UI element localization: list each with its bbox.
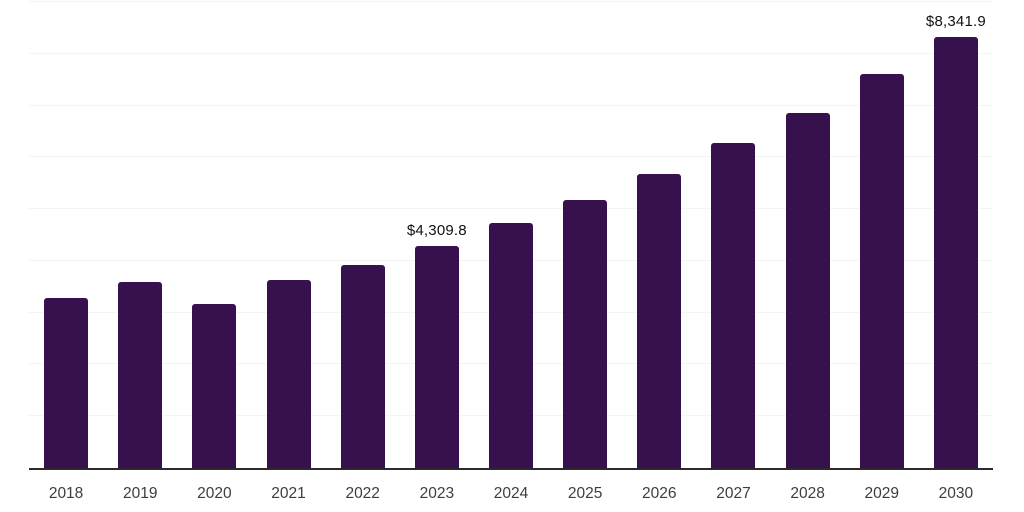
bar-2025[interactable] xyxy=(563,199,608,469)
x-tick-label-2020: 2020 xyxy=(197,485,232,502)
x-tick-label-2019: 2019 xyxy=(122,485,158,502)
x-tick-label-2027: 2027 xyxy=(716,485,751,502)
x-axis-line xyxy=(29,468,993,470)
plot-area: $4,309.8 $8,341.9 xyxy=(29,0,993,470)
x-tick-label-2021: 2021 xyxy=(271,485,306,502)
x-tick-label-2028: 2028 xyxy=(790,485,825,502)
bar-2021[interactable] xyxy=(266,280,311,469)
bar-2026[interactable] xyxy=(637,173,682,469)
bar-2022[interactable] xyxy=(340,265,385,469)
bar-2030[interactable] xyxy=(933,37,978,469)
bar-2027[interactable] xyxy=(711,142,756,469)
x-tick-label-2018: 2018 xyxy=(48,485,84,502)
data-label-2023: $4,309.8 xyxy=(406,221,467,239)
x-tick-label-2022: 2022 xyxy=(345,485,380,502)
x-tick-label-2030: 2030 xyxy=(938,485,974,502)
bar-2020[interactable] xyxy=(192,304,237,469)
x-tick-label-2029: 2029 xyxy=(864,485,900,502)
gridline-8000 xyxy=(29,52,993,54)
x-tick-label-2024: 2024 xyxy=(493,485,529,502)
x-tick-label-2023: 2023 xyxy=(419,485,455,502)
data-label-2030: $8,341.9 xyxy=(925,13,986,31)
x-tick-label-2025: 2025 xyxy=(567,485,603,502)
bar-2023[interactable] xyxy=(414,245,459,469)
bar-2029[interactable] xyxy=(859,73,904,469)
bar-2024[interactable] xyxy=(489,223,533,469)
x-tick-label-2026: 2026 xyxy=(642,485,677,502)
bar-2018[interactable] xyxy=(44,297,89,469)
gridline-9000 xyxy=(29,1,993,2)
gridline-6000 xyxy=(29,156,993,158)
gridline-7000 xyxy=(29,104,993,106)
bar-2028[interactable] xyxy=(785,112,830,469)
gridline-5000 xyxy=(29,208,993,210)
bar-2019[interactable] xyxy=(118,282,163,469)
